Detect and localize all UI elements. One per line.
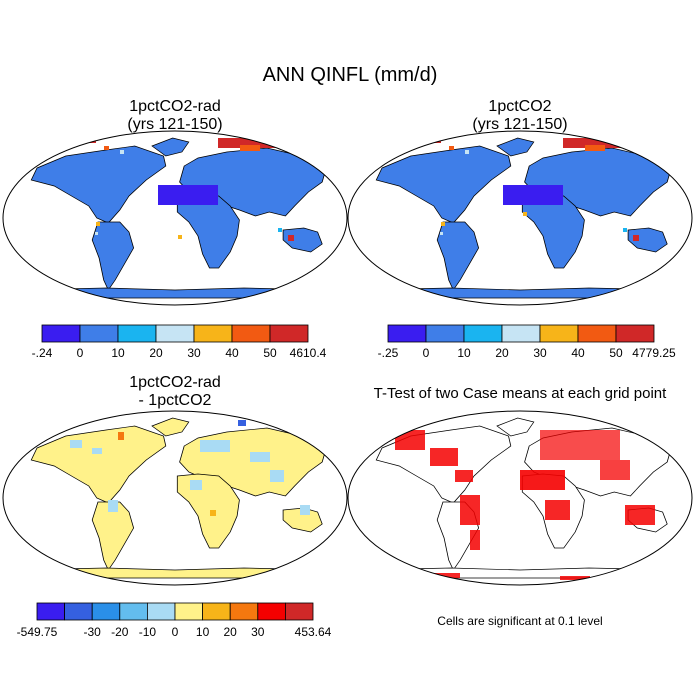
panel-1-title-line1: 1pctCO2-rad [129,98,221,115]
colorbar-3-tick-label: -20 [111,625,129,639]
map-panel-4 [347,410,693,586]
colorbar-1-tick-label: 0 [76,346,84,360]
colorbar-3-swatch [36,602,66,621]
colorbar-3-tick-label: -549.75 [16,625,58,639]
colorbar-3-tick-label: 10 [195,625,210,639]
panel-3-title-line2: - 1pctCO2 [138,392,212,409]
colorbar-1-tick-label: 40 [225,346,239,360]
colorbar-3-swatch [257,602,286,621]
colorbar-3-swatch [284,602,314,621]
panel-4-title: T-Test of two Case means at each grid po… [355,385,685,403]
colorbar-3-swatch [174,602,204,621]
colorbar-3-tick-label: -10 [138,625,157,639]
colorbar-1-tick-label: 50 [263,346,277,360]
colorbar-2-tick-label: 50 [609,346,623,360]
colorbar-1-swatch [155,324,195,343]
colorbar-1-swatch [231,324,271,343]
colorbar-3-swatch [119,602,148,621]
colorbar-1-swatch [193,324,233,343]
colorbar-3-swatch [91,602,121,621]
colorbar-2-tick-label: 30 [533,346,547,360]
colorbar-1-tick-label: 10 [111,346,125,360]
panel-1-title-line2: (yrs 121-150) [127,116,223,133]
colorbar-1-swatch [41,324,81,343]
colorbar-1 [41,324,309,343]
colorbar-1-tick-label: -.24 [31,346,53,360]
colorbar-2-swatch [387,324,427,343]
significance-note: Cells are significant at 0.1 level [437,614,603,628]
figure-title: ANN QINFL (mm/d) [262,64,438,86]
map-panel-2 [347,130,693,306]
colorbar-2-swatch [463,324,503,343]
panel-2-title-line1: 1pctCO2 [488,98,552,115]
colorbar-3-swatch [229,602,259,621]
colorbar-3-tick-label: 0 [171,625,179,639]
colorbar-3-tick-label: 20 [223,625,237,639]
colorbar-2-tick-label: 10 [457,346,471,360]
colorbar-2-tick-label: 0 [422,346,430,360]
colorbar-3-swatch [202,602,231,621]
colorbar-2-swatch [539,324,579,343]
colorbar-2-tick-label: 20 [495,346,509,360]
map-panel-1 [2,130,348,306]
colorbar-2-swatch [425,324,465,343]
panel-3-title: 1pctCO2-rad - 1pctCO2 [75,374,275,410]
panel-1-title: 1pctCO2-rad (yrs 121-150) [75,98,275,134]
colorbar-2-swatch [577,324,617,343]
map-panel-3 [2,410,348,586]
panel-2-title-line2: (yrs 121-150) [472,116,568,133]
colorbar-2-tick-label: 4779.25 [632,346,676,360]
colorbar-1-tick-label: 4610.4 [289,346,327,360]
panel-3-title-line1: 1pctCO2-rad [129,374,221,391]
colorbar-2-swatch [501,324,541,343]
colorbar-3-tick-label: 453.64 [294,625,332,639]
colorbar-2-tick-label: -.25 [377,346,399,360]
colorbar-2 [387,324,655,343]
colorbar-1-tick-label: 20 [149,346,163,360]
colorbar-3 [36,602,314,621]
colorbar-3-swatch [146,602,176,621]
colorbar-3-swatch [64,602,93,621]
colorbar-1-swatch [269,324,309,343]
colorbar-1-tick-label: 30 [187,346,201,360]
colorbar-1-swatch [117,324,157,343]
panel-2-title: 1pctCO2 (yrs 121-150) [420,98,620,134]
panel-4-title-line1: T-Test of two Case means at each grid po… [373,385,667,402]
colorbar-2-swatch [615,324,655,343]
colorbar-3-tick-label: -30 [83,625,101,639]
colorbar-2-tick-label: 40 [571,346,585,360]
colorbar-1-swatch [79,324,119,343]
colorbar-3-tick-label: 30 [251,625,265,639]
